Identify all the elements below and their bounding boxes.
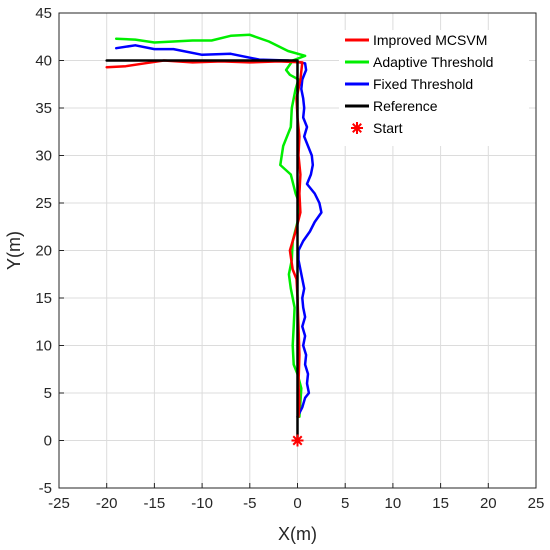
legend-label-improved-mcsvm: Improved MCSVM bbox=[373, 32, 487, 48]
y-tick-label: 45 bbox=[35, 5, 52, 22]
x-tick-label: -25 bbox=[48, 495, 70, 512]
y-tick-label: 20 bbox=[35, 243, 52, 260]
start-marker bbox=[291, 434, 304, 447]
x-tick-label: -10 bbox=[191, 495, 213, 512]
x-tick-label: -20 bbox=[96, 495, 118, 512]
y-tick-label: -5 bbox=[39, 480, 52, 497]
y-tick-label: 30 bbox=[35, 148, 52, 165]
series-line-reference bbox=[105, 59, 299, 442]
legend-background bbox=[339, 30, 529, 146]
x-tick-label: -5 bbox=[243, 495, 256, 512]
x-axis-label: X(m) bbox=[278, 524, 317, 544]
y-tick-label: 40 bbox=[35, 53, 52, 70]
y-tick-label: 35 bbox=[35, 100, 52, 117]
series-line-improved-mcsvm bbox=[105, 59, 304, 419]
y-tick-label: 10 bbox=[35, 338, 52, 355]
series-line-fixed-threshold bbox=[114, 44, 323, 419]
legend-label-reference: Reference bbox=[373, 98, 438, 114]
legend-marker-start bbox=[351, 122, 363, 134]
y-tick-label: 15 bbox=[35, 290, 52, 307]
x-tick-label: -15 bbox=[144, 495, 166, 512]
x-tick-label: 0 bbox=[293, 495, 301, 512]
series-line-adaptive-threshold bbox=[114, 33, 307, 419]
x-tick-label: 15 bbox=[432, 495, 449, 512]
x-tick-label: 10 bbox=[385, 495, 402, 512]
y-tick-label: 0 bbox=[44, 433, 52, 450]
series-layer bbox=[105, 33, 323, 447]
x-tick-label: 25 bbox=[528, 495, 545, 512]
legend-label-adaptive-threshold: Adaptive Threshold bbox=[373, 54, 493, 70]
x-tick-label: 5 bbox=[341, 495, 349, 512]
y-tick-label: 5 bbox=[44, 385, 52, 402]
legend-label-start: Start bbox=[373, 120, 403, 136]
y-tick-label: 25 bbox=[35, 195, 52, 212]
y-axis-label: Y(m) bbox=[4, 231, 24, 270]
x-tick-label: 20 bbox=[480, 495, 497, 512]
legend: Improved MCSVM Adaptive Threshold Fixed Th… bbox=[339, 30, 529, 146]
legend-label-fixed-threshold: Fixed Threshold bbox=[373, 76, 473, 92]
start-marker-stroke bbox=[292, 435, 303, 446]
tick-labels: -25 -20 -15 -10 -5 0 5 10 15 20 25 -5 0 5 10 15 20 25 30 35… bbox=[35, 5, 544, 512]
legend-marker-start-stroke bbox=[352, 123, 362, 133]
